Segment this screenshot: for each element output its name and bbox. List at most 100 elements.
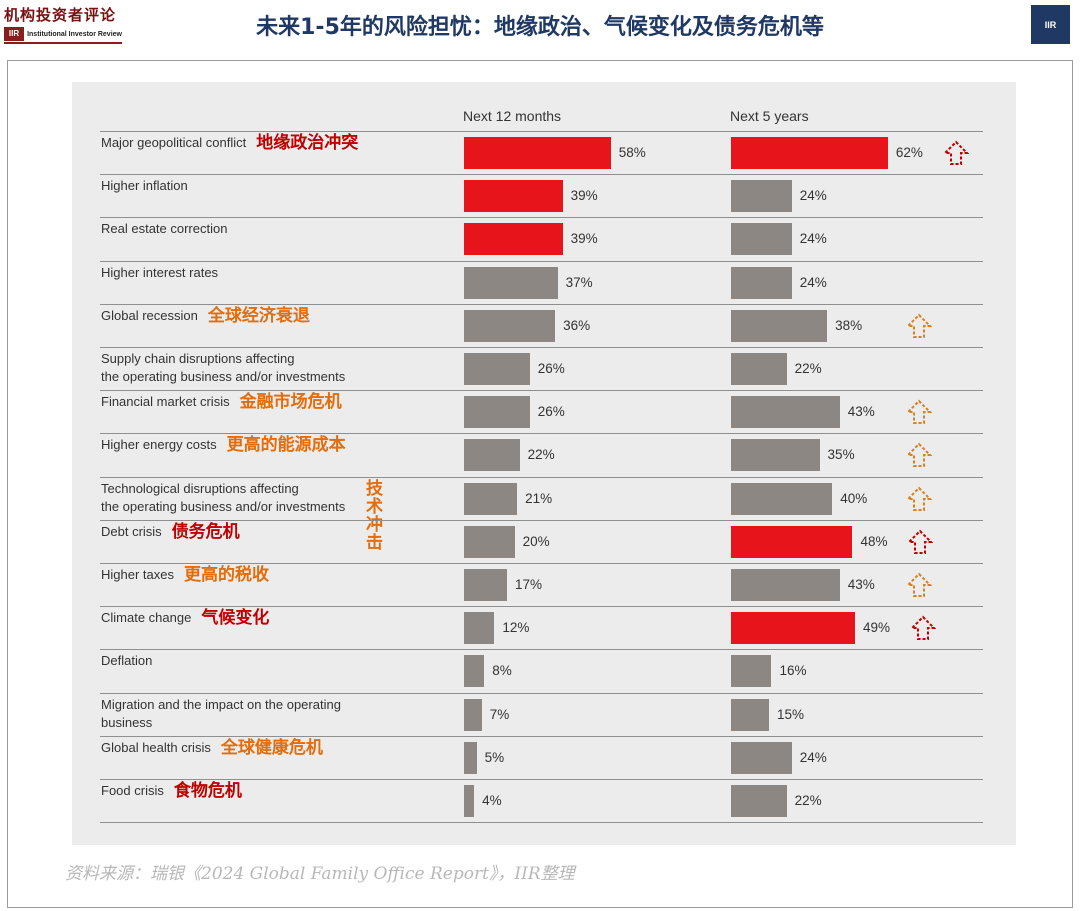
row-label-cn: 债务危机 bbox=[171, 521, 240, 542]
row-label-en: Real estate correction bbox=[101, 221, 228, 237]
row-label-en-line2: the operating business and/or investment… bbox=[101, 369, 346, 384]
logo-mark: IIR bbox=[4, 27, 25, 41]
row-label-en: Higher energy costs bbox=[101, 437, 217, 453]
row-divider bbox=[100, 433, 983, 435]
bar-5y bbox=[731, 439, 820, 472]
row-label-en: Higher inflation bbox=[101, 178, 188, 194]
row-label-cn: 食物危机 bbox=[173, 781, 242, 801]
bar-5y bbox=[731, 180, 792, 213]
row-divider bbox=[100, 347, 983, 348]
value-label-12m: 39% bbox=[570, 188, 598, 204]
increase-arrow-icon bbox=[942, 140, 969, 165]
row-label: Real estate correction bbox=[101, 220, 227, 238]
row-label-cn: 更高的能源成本 bbox=[226, 435, 346, 456]
increase-arrow-icon bbox=[909, 615, 936, 641]
row-divider bbox=[100, 519, 983, 521]
row-label-en: Higher taxes bbox=[101, 567, 174, 582]
bar-12m bbox=[464, 353, 530, 385]
row-label-en-line1: Supply chain disruptions affecting bbox=[101, 351, 295, 366]
row-label-cn: 更高的税收 bbox=[183, 565, 269, 585]
bar-5y bbox=[731, 525, 853, 558]
bar-5y bbox=[731, 655, 772, 688]
logo: 机构投资者评论 IIR Institutional Investor Revie… bbox=[4, 4, 122, 44]
bar-12m bbox=[464, 396, 530, 429]
increase-arrow-icon bbox=[906, 442, 932, 468]
value-label-12m: 12% bbox=[502, 620, 530, 636]
logo-en-text: Institutional Investor Review bbox=[27, 30, 122, 38]
value-label-5y: 16% bbox=[779, 663, 807, 679]
row-divider bbox=[100, 563, 983, 564]
bar-12m bbox=[464, 137, 611, 169]
bar-12m bbox=[464, 655, 485, 688]
value-label-12m: 5% bbox=[484, 749, 505, 765]
increase-arrow-shape bbox=[906, 399, 932, 425]
value-label-5y: 43% bbox=[847, 577, 875, 592]
row-label: Migration and the impact on the operatin… bbox=[101, 696, 341, 732]
increase-arrow-shape bbox=[906, 486, 932, 511]
increase-arrow-shape bbox=[906, 313, 932, 338]
increase-arrow-shape bbox=[906, 572, 932, 597]
row-label: Global recession 全球经济衰退 bbox=[101, 307, 310, 325]
bar-12m bbox=[464, 569, 507, 601]
row-label-en: Debt crisis bbox=[101, 523, 162, 539]
row-divider bbox=[100, 822, 983, 824]
row-label-en: Global recession bbox=[101, 307, 198, 323]
row-divider-top bbox=[100, 131, 983, 132]
value-label-5y: 62% bbox=[895, 145, 923, 160]
increase-arrow-icon bbox=[906, 486, 932, 511]
logo-cn-text: 机构投资者评论 bbox=[4, 6, 117, 24]
value-label-5y: 40% bbox=[840, 490, 868, 506]
value-label-5y: 24% bbox=[799, 749, 827, 765]
value-label-5y: 22% bbox=[794, 361, 822, 376]
row-label-en: Climate change bbox=[101, 610, 192, 626]
value-label-12m: 22% bbox=[527, 447, 555, 463]
row-label-cn: 金融市场危机 bbox=[239, 392, 342, 413]
value-label-12m: 20% bbox=[522, 533, 550, 549]
row-label-cn: 地缘政治冲突 bbox=[256, 133, 359, 153]
bar-12m bbox=[464, 309, 556, 342]
row-divider bbox=[100, 390, 983, 392]
value-label-12m: 58% bbox=[618, 145, 646, 160]
row-label-en: Higher interest rates bbox=[101, 264, 219, 280]
increase-arrow-shape bbox=[909, 615, 936, 641]
row-label: Major geopolitical conflict 地缘政治冲突 bbox=[101, 134, 358, 152]
value-label-12m: 36% bbox=[563, 317, 591, 333]
bar-12m bbox=[464, 482, 518, 515]
bar-5y bbox=[731, 223, 792, 256]
bar-12m bbox=[464, 266, 558, 299]
increase-arrow-icon bbox=[906, 313, 932, 338]
bar-12m bbox=[464, 741, 477, 774]
bar-12m bbox=[464, 223, 563, 256]
bar-5y bbox=[731, 353, 787, 385]
value-label-12m: 7% bbox=[489, 706, 510, 722]
row-label-en: Global health crisis bbox=[101, 739, 211, 755]
row-label-en: Deflation bbox=[101, 653, 153, 669]
row-label: Supply chain disruptions affecting the op… bbox=[101, 350, 345, 386]
row-label-en: Food crisis bbox=[101, 783, 164, 798]
value-label-5y: 24% bbox=[799, 231, 827, 247]
bar-5y bbox=[731, 396, 840, 429]
value-label-12m: 4% bbox=[482, 793, 502, 808]
source-note: 资料来源：瑞银《2024 Global Family Office Report… bbox=[65, 864, 575, 884]
row-label: Food crisis 食物危机 bbox=[101, 782, 242, 800]
value-label-5y: 48% bbox=[860, 533, 888, 549]
value-label-5y: 49% bbox=[862, 620, 890, 636]
bar-12m bbox=[464, 439, 520, 472]
increase-arrow-shape bbox=[906, 442, 932, 468]
row-divider bbox=[100, 649, 983, 651]
row-divider bbox=[100, 174, 983, 176]
bar-5y bbox=[731, 569, 840, 601]
value-label-5y: 35% bbox=[827, 447, 855, 463]
row-label-en-line1: Technological disruptions affecting bbox=[101, 480, 299, 496]
row-label-en: Financial market crisis bbox=[101, 394, 230, 410]
row-label: Debt crisis 债务危机 bbox=[101, 523, 240, 541]
row-divider bbox=[100, 606, 983, 608]
page-title: 未来1-5年的风险担忧：地缘政治、气候变化及债务危机等 bbox=[256, 15, 824, 40]
row-divider bbox=[100, 735, 983, 737]
increase-arrow-icon bbox=[906, 399, 932, 425]
value-label-12m: 26% bbox=[537, 361, 565, 376]
row-label-cn: 全球经济衰退 bbox=[207, 305, 310, 326]
increase-arrow-shape bbox=[942, 140, 969, 165]
brand-badge: IIR bbox=[1031, 5, 1070, 44]
value-label-5y: 38% bbox=[835, 317, 863, 333]
